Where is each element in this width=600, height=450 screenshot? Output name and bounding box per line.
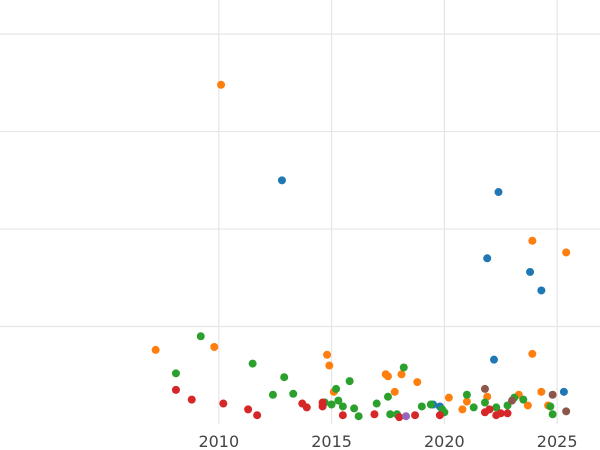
data-point bbox=[210, 342, 219, 351]
data-point bbox=[386, 410, 395, 419]
data-point bbox=[469, 403, 478, 412]
data-point bbox=[327, 400, 336, 409]
data-point bbox=[187, 395, 196, 404]
data-point bbox=[372, 399, 381, 408]
data-point bbox=[485, 405, 494, 414]
data-point bbox=[350, 404, 359, 413]
data-point bbox=[559, 387, 568, 396]
data-point bbox=[562, 407, 571, 416]
data-point bbox=[489, 355, 498, 364]
x-axis-ticks: 2010 2015 2020 2025 bbox=[198, 432, 577, 450]
data-point bbox=[496, 409, 505, 418]
x-tick-label: 2015 bbox=[311, 432, 352, 450]
x-tick-label: 2020 bbox=[424, 432, 465, 450]
data-point bbox=[413, 378, 422, 387]
data-point bbox=[151, 345, 160, 354]
data-point bbox=[244, 405, 253, 414]
data-point bbox=[402, 412, 411, 421]
x-tick-label: 2025 bbox=[537, 432, 578, 450]
data-point bbox=[171, 385, 180, 394]
data-point bbox=[546, 402, 555, 411]
data-point bbox=[548, 410, 557, 419]
data-point bbox=[480, 384, 489, 393]
data-point bbox=[537, 387, 546, 396]
data-point bbox=[397, 370, 406, 379]
data-point bbox=[383, 392, 392, 401]
data-point bbox=[462, 397, 471, 406]
data-point bbox=[323, 350, 332, 359]
data-point bbox=[426, 400, 435, 409]
data-point bbox=[411, 411, 420, 420]
data-point bbox=[480, 398, 489, 407]
data-point bbox=[494, 188, 503, 197]
data-point bbox=[537, 286, 546, 295]
data-point bbox=[458, 405, 467, 414]
data-point bbox=[277, 176, 286, 185]
data-point bbox=[526, 267, 535, 276]
data-point bbox=[519, 395, 528, 404]
data-point bbox=[217, 80, 226, 89]
data-point bbox=[289, 389, 298, 398]
data-point bbox=[492, 403, 501, 412]
data-point bbox=[318, 402, 327, 411]
data-point bbox=[562, 248, 571, 257]
data-point bbox=[325, 361, 334, 370]
x-tick-label: 2010 bbox=[198, 432, 239, 450]
data-point bbox=[345, 377, 354, 386]
data-point bbox=[268, 390, 277, 399]
data-point bbox=[302, 403, 311, 412]
data-point bbox=[417, 402, 426, 411]
data-point bbox=[332, 384, 341, 393]
data-point bbox=[528, 236, 537, 245]
data-point bbox=[280, 373, 289, 382]
data-point bbox=[395, 413, 404, 422]
data-point bbox=[196, 332, 205, 341]
data-point bbox=[334, 396, 343, 405]
data-point bbox=[253, 411, 262, 420]
data-point bbox=[435, 411, 444, 420]
data-point bbox=[354, 412, 363, 421]
data-point bbox=[528, 349, 537, 358]
data-point bbox=[508, 396, 517, 405]
grid bbox=[0, 0, 600, 424]
data-point bbox=[548, 390, 557, 399]
data-point bbox=[399, 363, 408, 372]
data-point bbox=[462, 390, 471, 399]
data-point bbox=[444, 393, 453, 402]
data-point bbox=[523, 401, 532, 410]
data-point bbox=[171, 369, 180, 378]
data-point bbox=[219, 399, 228, 408]
data-point bbox=[338, 402, 347, 411]
data-point bbox=[503, 409, 512, 418]
data-point bbox=[248, 359, 257, 368]
data-point bbox=[483, 254, 492, 263]
data-point bbox=[370, 410, 379, 419]
data-points bbox=[151, 80, 571, 422]
data-point bbox=[383, 372, 392, 381]
data-point bbox=[338, 411, 347, 420]
data-point bbox=[390, 387, 399, 396]
